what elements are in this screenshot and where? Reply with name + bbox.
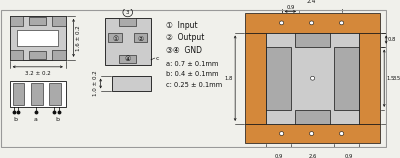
- Text: 0.9: 0.9: [344, 154, 352, 158]
- Circle shape: [340, 132, 344, 136]
- Circle shape: [310, 76, 315, 80]
- Text: b: b: [55, 117, 59, 122]
- Bar: [245, 124, 380, 143]
- Bar: [12, 83, 24, 105]
- Bar: [134, 33, 147, 42]
- Circle shape: [340, 21, 344, 25]
- Bar: [119, 18, 136, 26]
- Bar: [245, 13, 380, 33]
- Bar: [119, 55, 136, 63]
- Bar: [245, 33, 266, 124]
- Bar: [266, 47, 291, 110]
- Text: 1.8: 1.8: [225, 76, 233, 81]
- Text: ②  Output: ② Output: [166, 33, 205, 43]
- Text: 2.6: 2.6: [308, 154, 317, 158]
- Circle shape: [310, 132, 314, 136]
- Text: c: c: [156, 55, 159, 61]
- Circle shape: [280, 21, 284, 25]
- Text: a: a: [34, 117, 38, 122]
- Text: 3: 3: [126, 10, 130, 15]
- Text: b: 0.4 ± 0.1mm: b: 0.4 ± 0.1mm: [166, 71, 219, 77]
- Bar: [52, 16, 66, 26]
- Bar: [112, 76, 151, 91]
- Text: 1.5: 1.5: [386, 76, 394, 81]
- Text: ②: ②: [137, 36, 144, 42]
- Bar: [334, 47, 359, 110]
- Bar: [29, 17, 46, 25]
- Bar: [108, 33, 122, 42]
- Circle shape: [280, 132, 284, 136]
- Text: ①  Input: ① Input: [166, 21, 198, 30]
- Text: 1.6 ± 0.2: 1.6 ± 0.2: [76, 25, 82, 51]
- Bar: [104, 18, 151, 65]
- Text: 0.9: 0.9: [274, 154, 283, 158]
- Bar: [295, 33, 330, 47]
- Text: 0.8: 0.8: [388, 37, 396, 42]
- Text: 1.0 ± 0.2: 1.0 ± 0.2: [93, 71, 98, 96]
- Bar: [295, 110, 330, 124]
- Bar: [29, 51, 46, 59]
- Text: ①: ①: [112, 36, 118, 42]
- Bar: [52, 50, 66, 60]
- Text: b: b: [14, 117, 18, 122]
- Text: 0.9: 0.9: [286, 5, 294, 10]
- Text: 3.5: 3.5: [393, 76, 400, 81]
- Bar: [266, 33, 359, 124]
- Text: c: 0.25 ± 0.1mm: c: 0.25 ± 0.1mm: [166, 82, 222, 88]
- Text: ③④  GND: ③④ GND: [166, 46, 202, 55]
- Bar: [10, 81, 66, 107]
- Text: 3.2 ± 0.2: 3.2 ± 0.2: [25, 71, 51, 76]
- Bar: [49, 83, 61, 105]
- Bar: [10, 16, 23, 26]
- Bar: [18, 30, 58, 46]
- Circle shape: [310, 21, 314, 25]
- Text: ④: ④: [125, 56, 131, 62]
- Bar: [359, 33, 380, 124]
- Text: a: 0.7 ± 0.1mm: a: 0.7 ± 0.1mm: [166, 61, 219, 67]
- Bar: [10, 16, 66, 60]
- Text: 2.4: 2.4: [307, 0, 316, 4]
- Bar: [31, 83, 42, 105]
- Bar: [10, 50, 23, 60]
